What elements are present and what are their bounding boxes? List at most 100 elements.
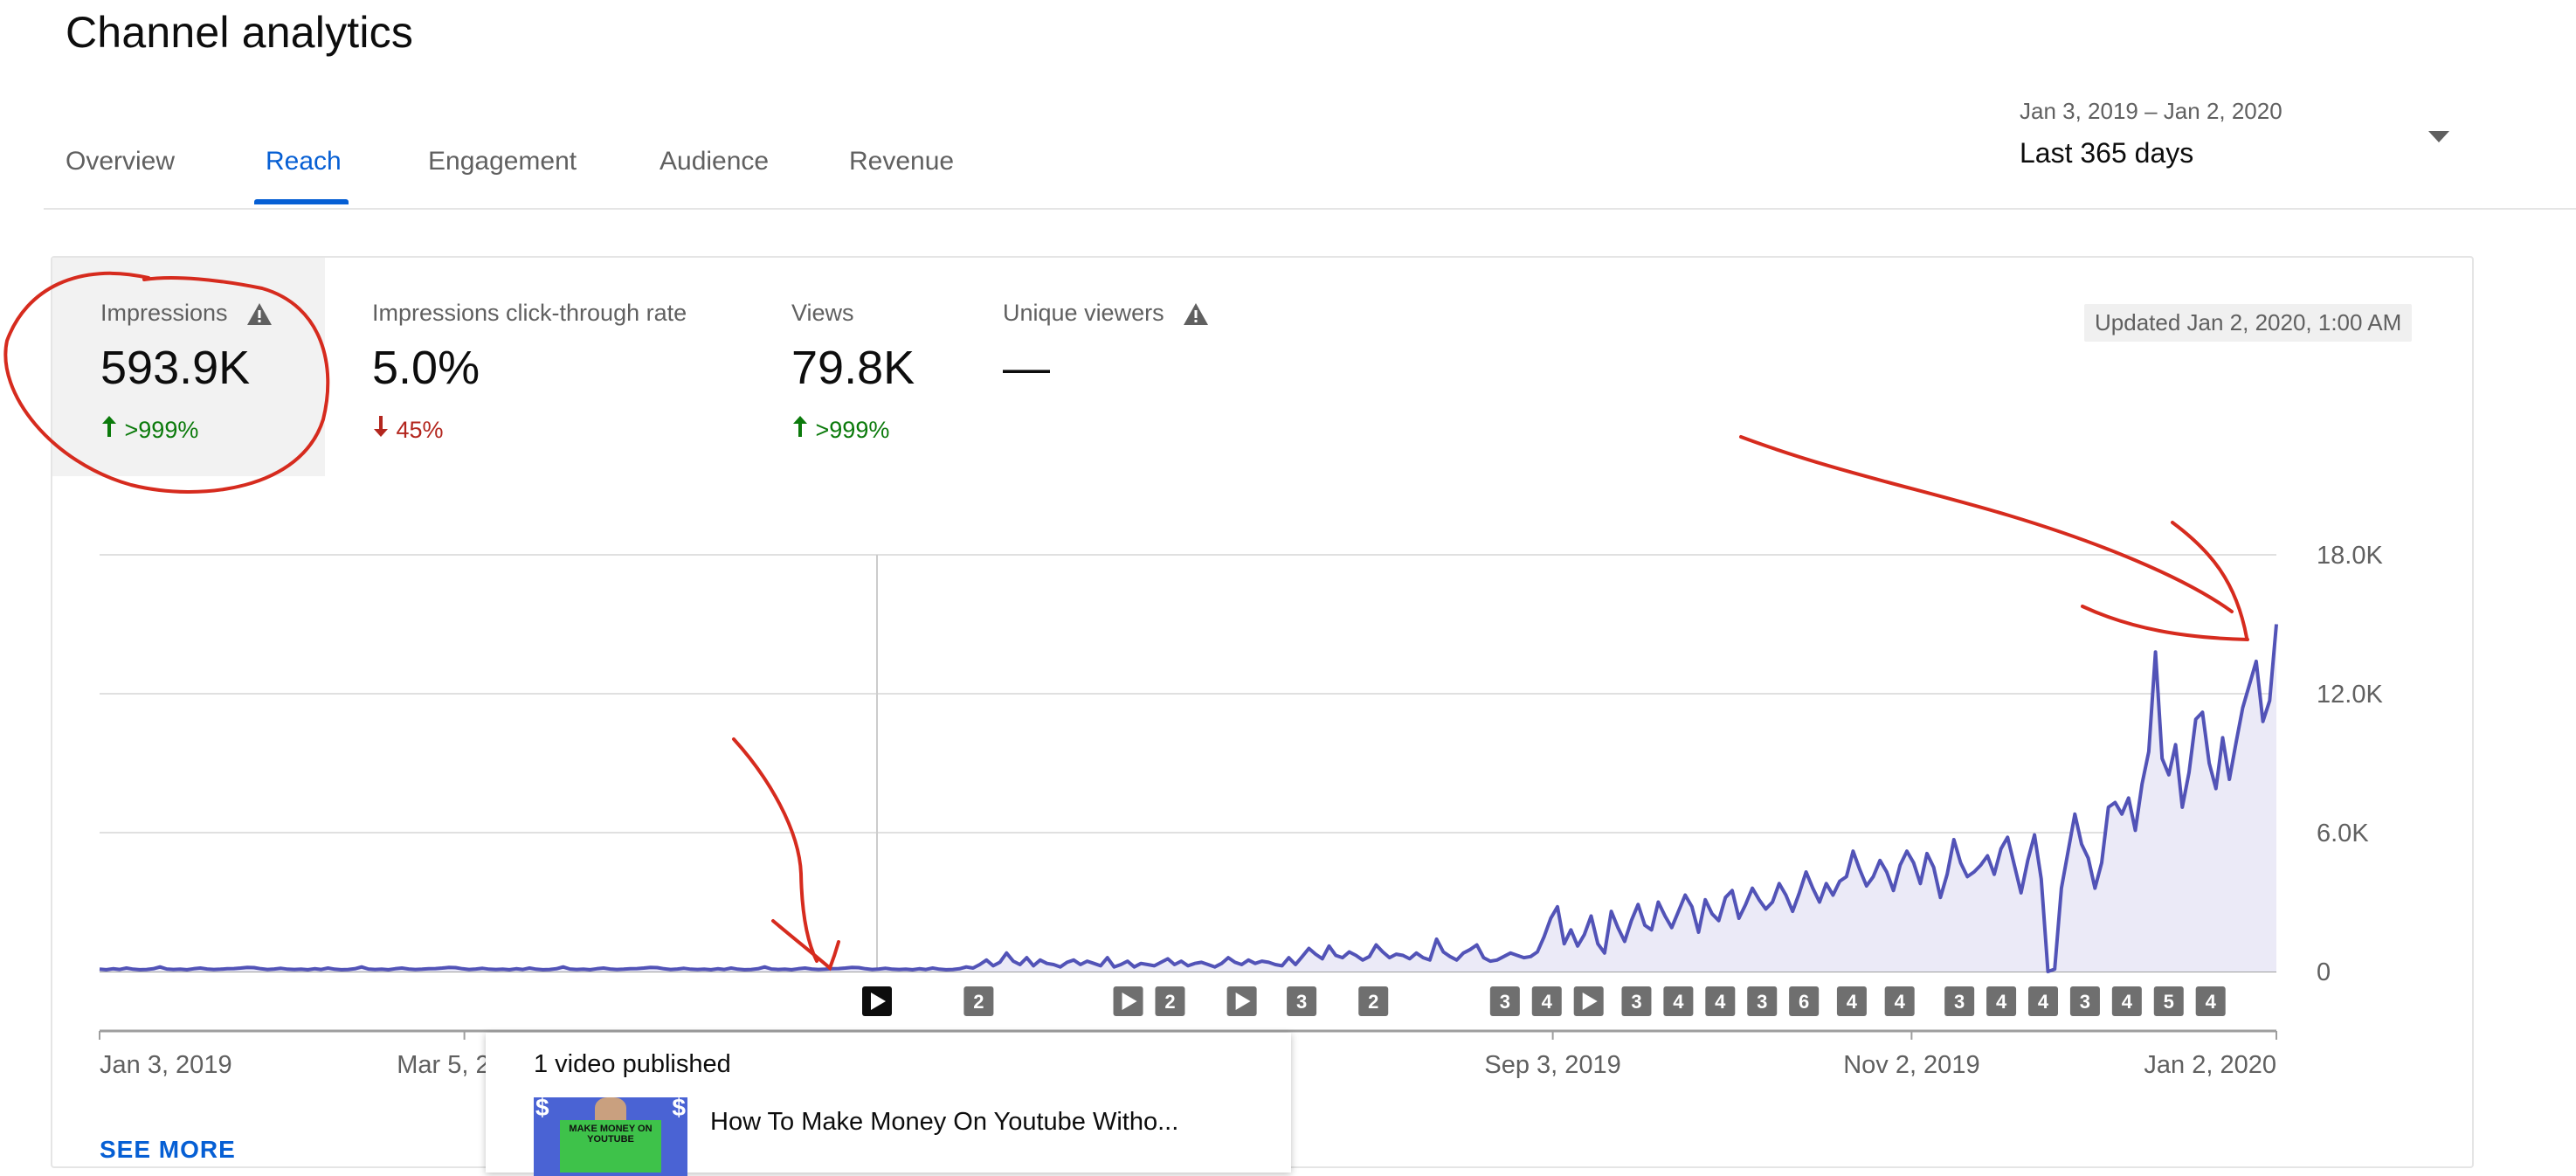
video-marker[interactable]: [1113, 986, 1143, 1016]
marker-count: 4: [1542, 991, 1553, 1013]
metric-views[interactable]: Views 79.8K >999%: [744, 258, 956, 476]
video-count-marker[interactable]: 2: [963, 986, 994, 1016]
marker-count: 4: [2038, 991, 2049, 1013]
video-count-marker[interactable]: 4: [2195, 986, 2226, 1016]
y-tick-label: 6.0K: [2317, 820, 2369, 847]
marker-count: 3: [1757, 991, 1767, 1013]
marker-count: 2: [1164, 991, 1175, 1013]
metric-delta: >999%: [100, 415, 198, 444]
video-count-marker[interactable]: 4: [1836, 986, 1867, 1016]
marker-count: 4: [1996, 991, 2007, 1013]
metric-ctr[interactable]: Impressions click-through rate 5.0% 45%: [325, 258, 744, 476]
video-count-marker[interactable]: 2: [1358, 986, 1389, 1016]
video-count-marker[interactable]: 4: [2028, 986, 2058, 1016]
tab-overview[interactable]: Overview: [66, 147, 176, 176]
dollar-icon: $: [535, 1097, 549, 1121]
see-more-link[interactable]: SEE MORE: [100, 1136, 236, 1163]
marker-box: [1705, 986, 1736, 1016]
metric-delta-text: 45%: [396, 417, 444, 443]
date-range-dates: Jan 3, 2019 – Jan 2, 2020: [2020, 98, 2282, 124]
metric-value: 79.8K: [791, 342, 915, 394]
y-tick-label: 0: [2317, 958, 2331, 986]
marker-box: [1944, 986, 1975, 1016]
metric-delta-text: >999%: [124, 417, 199, 443]
metric-label: Views: [791, 300, 854, 326]
video-count-marker[interactable]: 2: [1155, 986, 1185, 1016]
video-count-marker[interactable]: 4: [1884, 986, 1915, 1016]
arrow-down-icon: [374, 416, 388, 437]
metric-delta-text: >999%: [815, 417, 890, 443]
video-marker[interactable]: [1226, 986, 1257, 1016]
metric-unique-viewers[interactable]: Unique viewers —: [956, 258, 1218, 476]
marker-count: 3: [1296, 991, 1307, 1013]
metric-value: 5.0%: [372, 342, 480, 394]
video-count-marker[interactable]: 5: [2153, 986, 2184, 1016]
video-title[interactable]: How To Make Money On Youtube Witho...: [710, 1108, 1179, 1136]
video-count-marker[interactable]: 3: [1621, 986, 1652, 1016]
marker-count: 6: [1799, 991, 1809, 1013]
marker-box: [1986, 986, 2017, 1016]
marker-box: [1358, 986, 1389, 1016]
metric-label-text: Unique viewers: [1003, 300, 1164, 326]
metric-label-text: Impressions: [100, 300, 228, 326]
marker-count: 4: [1895, 991, 1906, 1013]
video-count-marker[interactable]: 4: [2111, 986, 2142, 1016]
video-count-marker[interactable]: 3: [1489, 986, 1520, 1016]
x-tick-label: Jan 3, 2019: [100, 1051, 232, 1079]
date-range-selector[interactable]: Jan 3, 2019 – Jan 2, 2020 Last 365 days: [2020, 98, 2282, 169]
thumbnail-text: MAKE MONEY ON YOUTUBE: [569, 1124, 653, 1145]
video-count-marker[interactable]: 4: [1705, 986, 1736, 1016]
marker-box: [1531, 986, 1562, 1016]
tab-engagement[interactable]: Engagement: [428, 147, 577, 176]
tab-audience[interactable]: Audience: [660, 147, 770, 176]
video-count-marker[interactable]: 4: [1531, 986, 1562, 1016]
y-tick-label: 12.0K: [2317, 681, 2383, 709]
video-count-marker[interactable]: 4: [1663, 986, 1694, 1016]
video-count-marker[interactable]: 6: [1789, 986, 1820, 1016]
impressions-area: [100, 624, 2276, 972]
date-range-label: Last 365 days: [2020, 137, 2194, 169]
annotation-stroke: [3, 271, 330, 494]
updated-badge: Updated Jan 2, 2020, 1:00 AM: [2084, 304, 2413, 342]
marker-box: [2069, 986, 2100, 1016]
face-icon: [595, 1097, 626, 1124]
video-published-popup[interactable]: 1 video published $ $ MAKE MONEY ON YOUT…: [486, 1033, 1291, 1176]
marker-box: [1747, 986, 1778, 1016]
video-thumbnail[interactable]: $ $ MAKE MONEY ON YOUTUBE: [534, 1097, 687, 1176]
tab-reach[interactable]: Reach: [266, 147, 342, 176]
video-count-marker[interactable]: 3: [1944, 986, 1975, 1016]
warning-icon[interactable]: [246, 302, 273, 326]
annotation-stroke: [2081, 605, 2249, 641]
marker-box: [2028, 986, 2058, 1016]
y-tick-label: 18.0K: [2317, 542, 2383, 570]
marker-count: 4: [2122, 991, 2133, 1013]
annotation-stroke: [732, 737, 818, 963]
marker-count: 2: [973, 991, 984, 1013]
marker-box: [1287, 986, 1317, 1016]
play-icon: [1122, 993, 1137, 1010]
video-count-marker[interactable]: 3: [1747, 986, 1778, 1016]
marker-box: [2111, 986, 2142, 1016]
popup-title: 1 video published: [534, 1050, 731, 1078]
metric-label: Impressions click-through rate: [372, 300, 687, 326]
video-count-marker[interactable]: 3: [1287, 986, 1317, 1016]
play-icon: [1235, 993, 1251, 1010]
video-count-marker[interactable]: 3: [2069, 986, 2100, 1016]
impressions-line: [99, 624, 2278, 973]
play-icon: [1582, 993, 1598, 1010]
marker-box: [1884, 986, 1915, 1016]
video-marker[interactable]: [862, 986, 892, 1016]
warning-icon[interactable]: [1183, 302, 1209, 326]
arrow-up-icon: [793, 416, 807, 437]
marker-box: [1789, 986, 1820, 1016]
marker-box: [2195, 986, 2226, 1016]
video-marker[interactable]: [1573, 986, 1604, 1016]
video-count-marker[interactable]: 4: [1986, 986, 2017, 1016]
marker-box: [1621, 986, 1652, 1016]
marker-count: 3: [1631, 991, 1641, 1013]
caret-down-icon[interactable]: [2428, 131, 2449, 142]
metric-value: 593.9K: [100, 342, 251, 394]
tab-revenue[interactable]: Revenue: [849, 147, 955, 176]
marker-box: [1489, 986, 1520, 1016]
